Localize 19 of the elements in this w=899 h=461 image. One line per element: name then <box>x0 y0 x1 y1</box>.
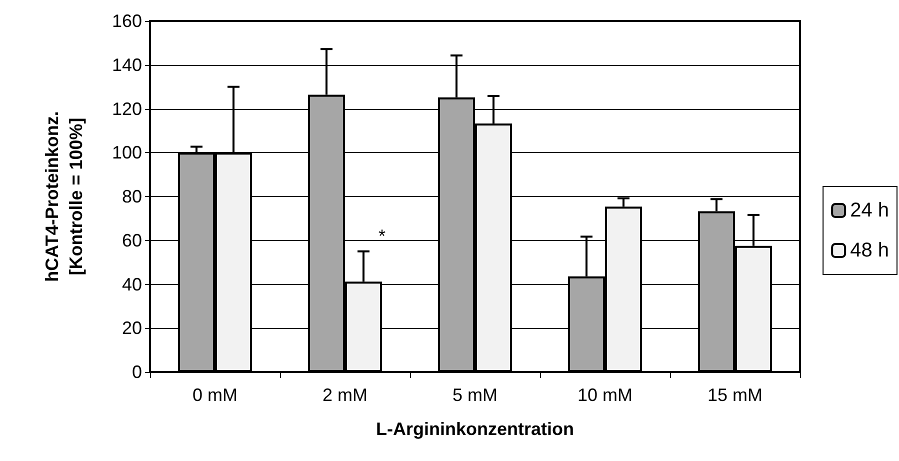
x-axis-title: L-Argininkonzentration <box>376 419 574 439</box>
x-tick-label: 15 mM <box>707 385 763 405</box>
y-tick-label: 120 <box>112 98 142 119</box>
annotation: * <box>378 226 386 246</box>
legend-label: 48 h <box>850 240 890 262</box>
y-tick-label: 20 <box>122 318 142 338</box>
x-tick-label: 5 mM <box>452 385 498 405</box>
y-tick-label: 160 <box>112 11 142 31</box>
y-tick-label: 40 <box>122 274 142 294</box>
y-axis-title: hCAT4-Proteinkonz. [Kontrolle = 100%] <box>42 111 86 282</box>
y-tick-label: 0 <box>132 362 142 382</box>
legend-label: 24 h <box>850 200 890 222</box>
y-tick-label: 60 <box>122 230 142 250</box>
x-tick-label: 10 mM <box>577 385 633 405</box>
x-tick-label: 2 mM <box>322 385 368 405</box>
x-tick-label: 0 mM <box>192 385 238 405</box>
y-tick-label: 140 <box>112 54 142 75</box>
y-tick-label: 100 <box>112 142 142 163</box>
y-tick-label: 80 <box>122 186 142 206</box>
